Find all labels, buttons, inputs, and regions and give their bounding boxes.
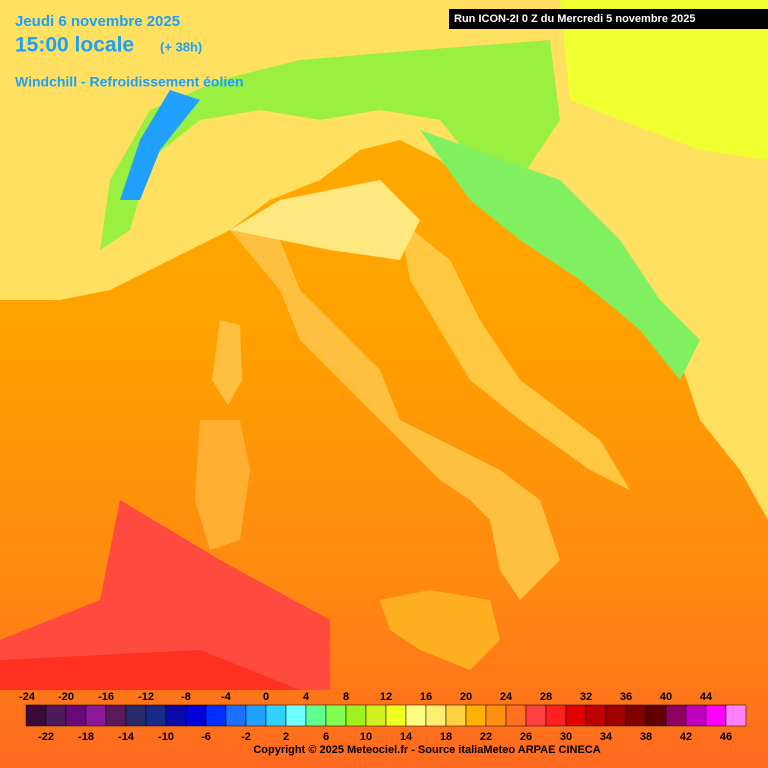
legend-label: 12 xyxy=(380,691,392,703)
legend-cell xyxy=(145,704,167,727)
legend-cell xyxy=(665,704,687,727)
legend-cell xyxy=(385,704,407,727)
legend-cell xyxy=(505,704,527,727)
legend-cell xyxy=(85,704,107,727)
legend-label: 8 xyxy=(343,691,349,703)
legend-cell xyxy=(705,704,727,727)
italy-peninsula xyxy=(230,230,560,600)
legend-cell xyxy=(465,704,487,727)
legend-cell xyxy=(225,704,247,727)
legend-label: -20 xyxy=(58,691,74,703)
legend-cell xyxy=(245,704,267,727)
legend-label: 40 xyxy=(660,691,672,703)
africa xyxy=(0,650,300,690)
legend-label: -10 xyxy=(158,731,174,743)
legend-label: -4 xyxy=(221,691,232,703)
legend-cell xyxy=(445,704,467,727)
alps xyxy=(100,40,560,250)
warm-sea xyxy=(0,500,330,690)
legend-label: 32 xyxy=(580,691,592,703)
legend-label: -8 xyxy=(181,691,191,703)
legend-label: 6 xyxy=(323,731,329,743)
copyright: Copyright © 2025 Meteociel.fr - Source i… xyxy=(253,744,600,756)
legend-cell xyxy=(565,704,587,727)
legend-cell xyxy=(325,704,347,727)
legend-cell xyxy=(345,704,367,727)
legend-cell xyxy=(485,704,507,727)
legend-label: 42 xyxy=(680,731,692,743)
sardinia xyxy=(195,420,250,550)
legend-cell xyxy=(725,704,747,727)
legend-label: 0 xyxy=(263,691,269,703)
balkans xyxy=(420,130,700,380)
legend-cell xyxy=(425,704,447,727)
legend-label: -2 xyxy=(241,731,251,743)
legend-label: 18 xyxy=(440,731,452,743)
corsica xyxy=(212,320,242,405)
lead-time: (+ 38h) xyxy=(160,39,202,54)
legend-label: 38 xyxy=(640,731,652,743)
legend-cell xyxy=(25,704,47,727)
po-valley xyxy=(230,180,420,260)
legend-cell xyxy=(65,704,87,727)
legend-label: -22 xyxy=(38,731,54,743)
legend-cell xyxy=(365,704,387,727)
legend-cell xyxy=(185,704,207,727)
legend-label: -12 xyxy=(138,691,154,703)
legend-cell xyxy=(305,704,327,727)
legend-cell xyxy=(605,704,627,727)
time: 15:00 locale xyxy=(15,34,134,57)
legend-label: -16 xyxy=(98,691,114,703)
run-info: Run ICON-2I 0 Z du Mercredi 5 novembre 2… xyxy=(454,13,695,25)
legend-label: 4 xyxy=(303,691,310,703)
legend-label: -24 xyxy=(19,691,36,703)
legend-label: -14 xyxy=(118,731,135,743)
legend-label: 10 xyxy=(360,731,372,743)
legend-cell xyxy=(525,704,547,727)
legend-cell xyxy=(685,704,707,727)
legend-cell xyxy=(645,704,667,727)
legend-cell xyxy=(165,704,187,727)
legend-label: 24 xyxy=(500,691,513,703)
legend-label: -18 xyxy=(78,731,94,743)
legend-cell xyxy=(265,704,287,727)
land-northeast xyxy=(560,0,768,160)
legend-cell xyxy=(105,704,127,727)
legend-label: 26 xyxy=(520,731,532,743)
sicily xyxy=(380,590,500,670)
legend-label: 16 xyxy=(420,691,432,703)
legend-label: -6 xyxy=(201,731,211,743)
legend-label: 22 xyxy=(480,731,492,743)
legend-cell xyxy=(405,704,427,727)
legend-cell xyxy=(285,704,307,727)
italy-adriatic xyxy=(400,220,630,490)
legend-cell xyxy=(625,704,647,727)
legend-cell xyxy=(205,704,227,727)
legend-cell xyxy=(585,704,607,727)
legend: -24-22-20-18-16-14-12-10-8-6-4-202468101… xyxy=(19,691,747,743)
alps-cold xyxy=(120,90,200,200)
land-north xyxy=(0,0,768,520)
date: Jeudi 6 novembre 2025 xyxy=(15,13,180,30)
legend-label: 30 xyxy=(560,731,572,743)
run-box xyxy=(449,9,768,29)
legend-label: 44 xyxy=(700,691,713,703)
legend-label: 20 xyxy=(460,691,472,703)
legend-label: 14 xyxy=(400,731,413,743)
legend-label: 28 xyxy=(540,691,552,703)
parameter: Windchill - Refroidissement éolien xyxy=(15,74,244,90)
legend-label: 34 xyxy=(600,731,613,743)
legend-cell xyxy=(45,704,67,727)
legend-label: 46 xyxy=(720,731,732,743)
legend-cell xyxy=(545,704,567,727)
legend-label: 2 xyxy=(283,731,289,743)
legend-label: 36 xyxy=(620,691,632,703)
legend-cell xyxy=(125,704,147,727)
